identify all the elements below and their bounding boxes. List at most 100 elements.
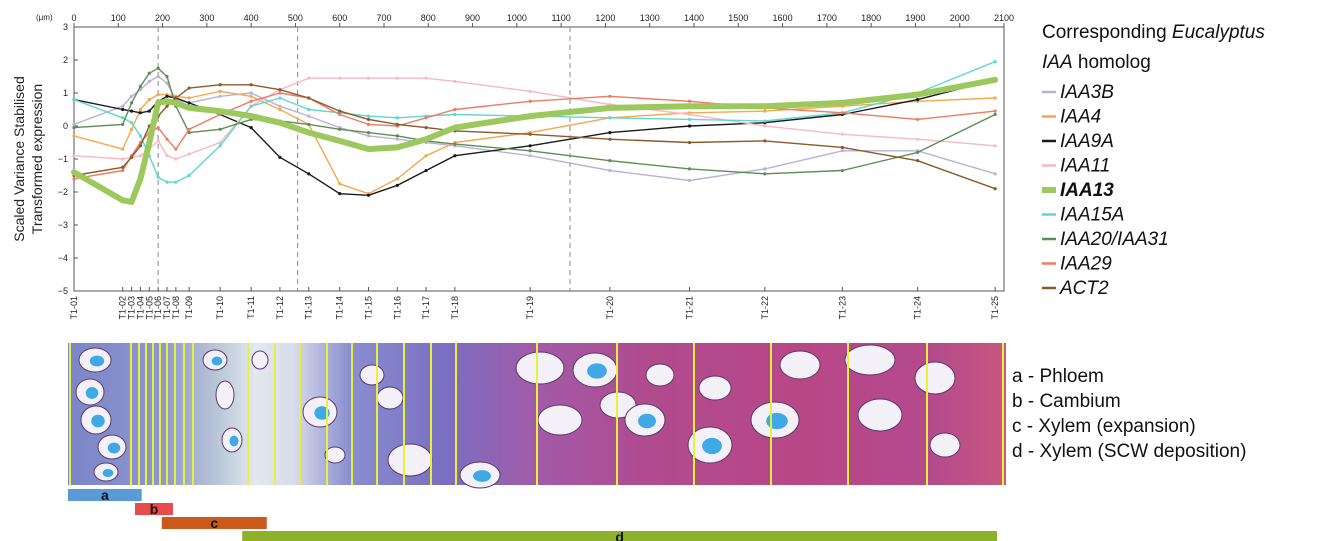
y-axis-tick-label: 1 [63,88,68,98]
x-axis-tick-label: T1-15 [364,296,374,320]
vessel [698,375,732,401]
data-point [307,107,311,112]
data-point [72,126,76,130]
tissue-legend-item: a - Phloem [1012,366,1104,387]
vessel-stain [587,363,607,379]
data-point [187,152,191,156]
data-point [307,114,311,118]
top-axis-tick-label: 500 [288,13,303,23]
top-axis-tick-label: 1400 [684,13,704,23]
data-point [993,172,997,176]
top-axis-tick-label: 2000 [950,13,970,23]
data-point [453,154,457,158]
data-point [129,155,134,159]
data-point [121,168,125,173]
data-point [528,144,532,148]
data-point [395,134,399,138]
vessel [515,351,565,385]
top-axis-tick-label: 1200 [595,13,615,23]
vessel-stain [107,442,121,454]
legend-item: ACT2 [1042,278,1109,299]
legend-label: IAA11 [1060,156,1110,177]
x-axis-tick-label: T1-04 [135,296,145,320]
zone-bar-letter: c [210,515,218,531]
x-axis-tick-label: T1-10 [215,296,225,320]
top-axis-tick-label: 900 [465,13,480,23]
data-point [993,112,997,117]
vessel-stain [638,413,656,429]
data-point [338,182,342,186]
legend-label: IAA4 [1060,107,1101,128]
data-point [424,168,428,173]
data-point [687,167,692,171]
data-point [424,154,428,158]
series-iaa20-iaa31 [72,66,997,176]
data-point [366,76,371,80]
series-iaa3b [72,74,997,183]
tissue-legend-item: c - Xylem (expansion) [1012,416,1196,437]
legend-title-prefix: Corresponding [1042,22,1172,43]
data-point [72,134,76,138]
data-point [338,76,342,80]
x-axis-tick-label: T1-01 [69,296,79,320]
data-point [763,139,767,143]
series-line [73,60,996,183]
data-point [72,98,76,102]
tissue-zone-legend: a - Phloem b - Cambium c - Xylem (expansio… [1012,366,1246,462]
vessel-stain [766,412,788,430]
data-point [249,94,253,98]
legend-title-suffix: homolog [1073,52,1151,73]
data-point [528,154,532,158]
y-axis-tick-label: −5 [58,286,68,296]
data-point [307,122,311,126]
legend-label: IAA15A [1060,205,1124,226]
legend-item: IAA4 [1042,107,1101,128]
data-point [147,79,151,84]
data-point [687,178,692,183]
y-axis-tick-label: −3 [58,220,68,230]
data-point [147,71,151,75]
top-axis-tick-label: 200 [155,13,170,23]
legend-item: IAA11 [1042,156,1110,177]
data-point [453,142,457,146]
vessel [779,350,821,380]
data-point [187,86,191,90]
data-point [218,144,222,148]
data-point [453,79,457,84]
top-axis-tick-label: 800 [421,13,436,23]
expression-line-chart: (μm) 0 100 200 300 400 500 600 700 800 900 1000 1100… [11,13,1014,320]
data-point [121,107,125,112]
x-axis-tick-label: T1-25 [990,296,1000,320]
data-point [249,99,253,103]
data-point [993,96,997,100]
data-point [528,99,532,103]
data-point [72,122,76,126]
top-axis-tick-label: 1500 [728,13,748,23]
data-point [608,168,612,173]
x-axis-tick-label: T1-13 [304,296,314,320]
y-axis-tick-label: 3 [63,22,68,32]
tissue-legend-item: b - Cambium [1012,391,1121,412]
data-point [338,109,342,113]
data-point [763,172,767,176]
zone-bar [68,489,142,501]
legend-label: IAA13 [1060,180,1114,201]
data-point [687,117,692,121]
top-axis-tick-label: 1800 [861,13,881,23]
vessel [857,398,903,432]
legend-label: IAA3B [1060,82,1114,103]
data-point [840,149,844,153]
data-point [165,81,169,85]
vessel-stain [229,435,239,447]
data-point [129,94,134,98]
plot-frame [73,26,1005,292]
data-point [338,112,342,117]
x-axis-tick-label: T1-11 [246,296,256,319]
data-point [249,104,253,108]
vessel [844,344,896,376]
y-axis-tick-label: 0 [63,121,68,131]
zone-bar [242,531,998,541]
vessel-stain [473,470,491,482]
data-point [608,94,612,98]
vessel-stain [314,406,330,420]
